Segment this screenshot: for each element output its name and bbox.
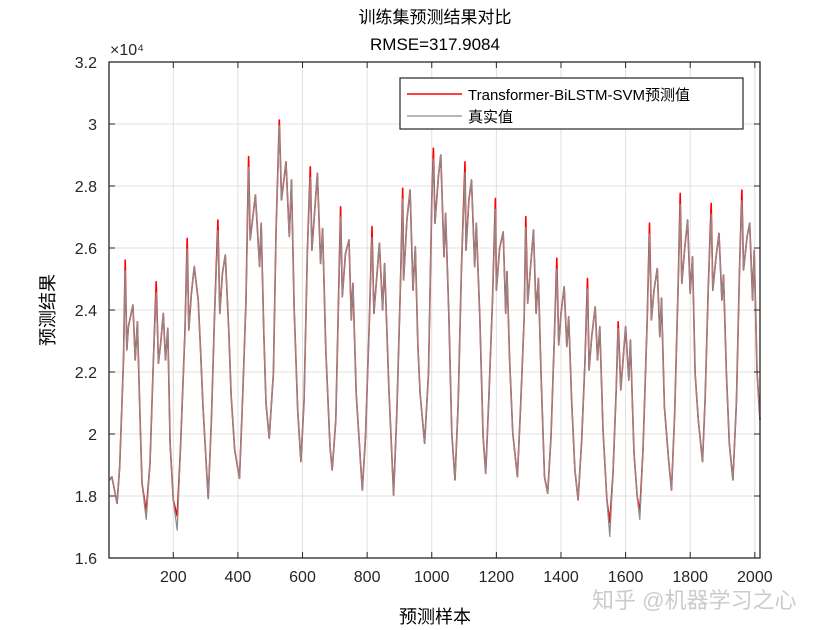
legend-label-actual: 真实值 (468, 108, 513, 126)
watermark: 知乎 @机器学习之心 (592, 588, 796, 613)
y-tick-label: 2 (88, 427, 97, 444)
y-axis-label: 预测结果 (38, 274, 58, 346)
axes (108, 61, 761, 559)
x-tick-label: 1200 (479, 569, 515, 586)
legend: Transformer-BiLSTM-SVM预测值 真实值 (399, 77, 744, 130)
y-tick-label: 1.8 (75, 489, 97, 506)
x-tick-label: 200 (160, 569, 187, 586)
y-tick-labels: 1.6 1.8 2 2.2 2.4 2.6 2.8 3 3.2 (75, 55, 97, 568)
x-tick-label: 1400 (543, 569, 579, 586)
y-exponent-label: ×10⁴ (110, 42, 144, 59)
y-tick-label: 2.4 (75, 303, 97, 320)
x-tick-labels: 200 400 600 800 1000 1200 1400 1600 1800 2000 (160, 569, 773, 586)
y-tick-label: 2.2 (75, 365, 97, 382)
y-tick-label: 3.2 (75, 55, 97, 72)
series-line-actual (108, 124, 761, 537)
x-tick-label: 600 (289, 569, 316, 586)
x-tick-label: 400 (225, 569, 252, 586)
chart-title: 训练集预测结果对比 (359, 8, 512, 27)
x-tick-label: 2000 (737, 569, 773, 586)
x-tick-label: 800 (354, 569, 381, 586)
legend-label-predicted: Transformer-BiLSTM-SVM预测值 (468, 87, 690, 104)
y-tick-label: 1.6 (75, 551, 97, 568)
x-axis-label: 预测样本 (399, 607, 471, 627)
x-tick-label: 1600 (608, 569, 644, 586)
x-tick-label: 1800 (672, 569, 708, 586)
y-tick-label: 3 (88, 117, 97, 134)
legend-box (399, 77, 744, 130)
chart-subtitle: RMSE=317.9084 (370, 35, 500, 54)
y-tick-label: 2.8 (75, 179, 97, 196)
x-tick-label: 1000 (414, 569, 450, 586)
series-lines (108, 119, 761, 537)
axes-box (108, 61, 761, 559)
y-tick-label: 2.6 (75, 241, 97, 258)
